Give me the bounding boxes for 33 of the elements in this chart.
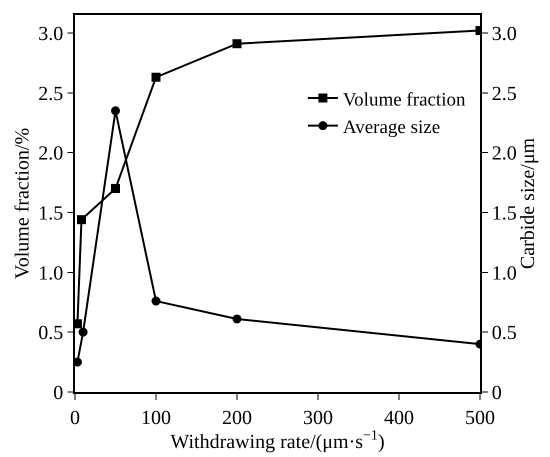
point: [232, 314, 242, 324]
x-axis-title: Withdrawing rate/(μm·s$^{−1}$): [170, 428, 385, 454]
legend-label: Average size: [342, 117, 440, 138]
point: [78, 328, 88, 337]
y2-tick-label: 1.5: [492, 202, 517, 224]
x-tick-label: 0: [70, 406, 80, 429]
point: [76, 215, 86, 224]
point: [111, 106, 120, 116]
x-tick-label: 400: [384, 406, 414, 429]
y2-tick-label: 2.0: [492, 142, 517, 165]
point: [152, 72, 160, 82]
x-tick-label: 300: [303, 406, 333, 429]
point: [232, 39, 242, 48]
y-tick-label: 2.5: [38, 82, 64, 105]
y2-tick-label: 0: [492, 382, 502, 404]
y2-axis-title: Carbide size/μm: [516, 137, 539, 270]
point: [111, 184, 120, 194]
y2-tick-label: 3.0: [492, 22, 517, 45]
y-tick-label: 1.0: [38, 262, 64, 284]
y-tick-label: 0.5: [38, 322, 64, 344]
point: [152, 296, 160, 306]
y-tick-label: 2.0: [38, 142, 64, 165]
y-tick-label: 1.5: [38, 202, 64, 224]
legend-label: Volume fraction: [342, 89, 466, 110]
y-tick-label: 0: [53, 382, 64, 404]
y-tick-label: 3.0: [38, 22, 64, 45]
x-tick-label: 100: [141, 406, 171, 429]
y2-tick-label: 1.0: [492, 262, 517, 284]
y2-tick-label: 2.5: [492, 82, 517, 105]
y-axis-title: Volume fraction/%: [11, 128, 34, 280]
x-tick-label: 200: [222, 406, 252, 429]
y2-tick-label: 0.5: [492, 322, 517, 344]
x-tick-label: 500: [465, 406, 495, 429]
